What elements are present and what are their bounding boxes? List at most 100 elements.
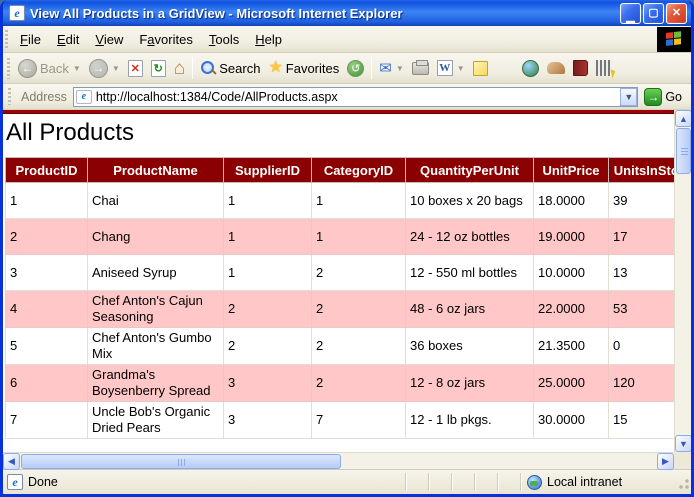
messenger-button[interactable] bbox=[543, 60, 569, 76]
table-cell: 12 - 550 ml bottles bbox=[405, 254, 534, 291]
table-cell: 19.0000 bbox=[533, 218, 609, 255]
home-icon: ⌂ bbox=[173, 57, 186, 79]
table-cell: 2 bbox=[311, 254, 406, 291]
stop-icon: ✕ bbox=[127, 59, 143, 77]
vertical-scrollbar[interactable]: ▲ ▼ bbox=[674, 110, 691, 452]
mail-dropdown-icon[interactable]: ▼ bbox=[395, 63, 404, 73]
menu-file[interactable]: File bbox=[20, 31, 41, 47]
security-zone-label: Local intranet bbox=[547, 475, 623, 489]
minimize-button[interactable]: ▁ bbox=[620, 2, 641, 24]
scroll-left-button[interactable]: ◀ bbox=[3, 453, 20, 470]
title-bar: e View All Products in a GridView - Micr… bbox=[3, 0, 691, 26]
forward-icon: → bbox=[88, 58, 108, 78]
table-cell: 17 bbox=[608, 218, 674, 255]
close-button[interactable]: ✕ bbox=[666, 2, 687, 24]
research-button[interactable] bbox=[518, 58, 543, 79]
mail-icon: ✉ bbox=[379, 59, 392, 77]
menu-help[interactable]: Help bbox=[255, 31, 282, 47]
horizontal-scrollbar[interactable]: ◀ ▶ bbox=[3, 452, 674, 470]
table-cell: Aniseed Syrup bbox=[87, 254, 224, 291]
table-cell: 2 bbox=[311, 364, 406, 402]
status-pane bbox=[474, 473, 497, 491]
status-pane bbox=[497, 473, 520, 491]
table-cell: 7 bbox=[5, 401, 88, 439]
menu-tools[interactable]: Tools bbox=[208, 31, 240, 47]
security-zone-pane: Local intranet bbox=[520, 473, 675, 491]
address-grip[interactable] bbox=[8, 87, 11, 106]
table-row: 5 Chef Anton's Gumbo Mix 2 2 36 boxes 21.3500… bbox=[5, 327, 674, 365]
table-cell: Chef Anton's Cajun Seasoning bbox=[87, 290, 224, 328]
table-cell: 2 bbox=[223, 290, 312, 328]
go-label: Go bbox=[665, 89, 682, 104]
table-cell: 120 bbox=[608, 364, 674, 402]
vertical-scroll-thumb[interactable] bbox=[676, 128, 691, 174]
toolbar-grip[interactable] bbox=[7, 57, 10, 79]
back-button[interactable]: ← Back ▼ bbox=[14, 57, 85, 80]
table-cell: 30.0000 bbox=[533, 401, 609, 439]
table-cell: 1 bbox=[5, 182, 88, 219]
back-icon: ← bbox=[18, 58, 37, 78]
validate-button[interactable] bbox=[592, 58, 616, 78]
windows-logo-throbber bbox=[657, 26, 691, 52]
scroll-right-button[interactable]: ▶ bbox=[657, 453, 674, 470]
mail-button[interactable]: ✉ ▼ bbox=[375, 59, 408, 78]
table-cell: 1 bbox=[223, 218, 312, 255]
scroll-up-button[interactable]: ▲ bbox=[675, 110, 691, 127]
search-label: Search bbox=[219, 60, 261, 76]
book-icon bbox=[572, 60, 588, 76]
history-button[interactable]: ↺ bbox=[343, 58, 368, 79]
refresh-button[interactable]: ↻ bbox=[147, 58, 170, 79]
forward-dropdown-icon[interactable]: ▼ bbox=[111, 63, 120, 73]
word-icon: W bbox=[436, 60, 453, 76]
scroll-down-button[interactable]: ▼ bbox=[675, 435, 691, 452]
home-button[interactable]: ⌂ bbox=[170, 57, 189, 80]
table-cell: Chef Anton's Gumbo Mix bbox=[87, 327, 224, 365]
history-icon: ↺ bbox=[347, 59, 365, 77]
standard-toolbar: ← Back ▼ → ▼ ✕ ↻ ⌂ Search ★ Favorites ↺ … bbox=[3, 53, 691, 84]
horizontal-scroll-thumb[interactable] bbox=[21, 454, 341, 469]
table-row: 3 Aniseed Syrup 1 2 12 - 550 ml bottles 10.00… bbox=[5, 254, 674, 291]
menu-favorites[interactable]: Favorites bbox=[139, 31, 193, 47]
address-bar: Address e http://localhost:1384/Code/All… bbox=[3, 84, 691, 110]
print-icon bbox=[411, 59, 429, 75]
edit-word-button[interactable]: W ▼ bbox=[433, 58, 469, 78]
table-cell: 3 bbox=[223, 364, 312, 402]
table-cell: Grandma's Boysenberry Spread bbox=[87, 364, 224, 402]
search-button[interactable]: Search bbox=[196, 58, 264, 78]
menu-view[interactable]: View bbox=[95, 31, 124, 47]
address-input[interactable]: e http://localhost:1384/Code/AllProducts… bbox=[72, 86, 639, 107]
edit-dropdown-icon[interactable]: ▼ bbox=[456, 63, 465, 73]
table-cell: 1 bbox=[223, 254, 312, 291]
table-cell: 36 boxes bbox=[405, 327, 534, 365]
print-button[interactable] bbox=[408, 59, 433, 77]
menu-grip[interactable] bbox=[5, 29, 8, 49]
reference-button[interactable] bbox=[569, 58, 592, 78]
status-page-icon: e bbox=[7, 474, 23, 490]
stop-button[interactable]: ✕ bbox=[124, 58, 147, 79]
resize-grip[interactable] bbox=[677, 473, 691, 491]
address-dropdown-button[interactable]: ▼ bbox=[620, 87, 638, 106]
page-title: All Products bbox=[6, 119, 135, 146]
menu-bar-container: File Edit View Favorites Tools Help bbox=[3, 26, 691, 53]
forward-button[interactable]: → ▼ bbox=[85, 57, 124, 80]
browser-viewport: All Products ProductID ProductName Supplie… bbox=[3, 110, 691, 470]
back-dropdown-icon[interactable]: ▼ bbox=[72, 63, 81, 73]
favorites-label: Favorites bbox=[285, 60, 340, 76]
toolbar-separator bbox=[192, 57, 194, 79]
address-url[interactable]: http://localhost:1384/Code/AllProducts.a… bbox=[95, 89, 338, 104]
go-button[interactable]: → Go bbox=[642, 87, 688, 107]
favorites-button[interactable]: ★ Favorites bbox=[264, 58, 343, 78]
maximize-button[interactable]: ▢ bbox=[643, 2, 664, 24]
table-cell: 5 bbox=[5, 327, 88, 365]
table-row: 2 Chang 1 1 24 - 12 oz bottles 19.0000 17 bbox=[5, 218, 674, 255]
table-cell: 12 - 8 oz jars bbox=[405, 364, 534, 402]
menu-edit[interactable]: Edit bbox=[56, 31, 80, 47]
intranet-globe-icon bbox=[527, 474, 542, 490]
table-cell: 0 bbox=[608, 327, 674, 365]
table-cell: 53 bbox=[608, 290, 674, 328]
discuss-button[interactable] bbox=[469, 59, 492, 78]
column-header: CategoryID bbox=[311, 157, 406, 183]
back-label: Back bbox=[40, 60, 69, 76]
table-cell: 39 bbox=[608, 182, 674, 219]
